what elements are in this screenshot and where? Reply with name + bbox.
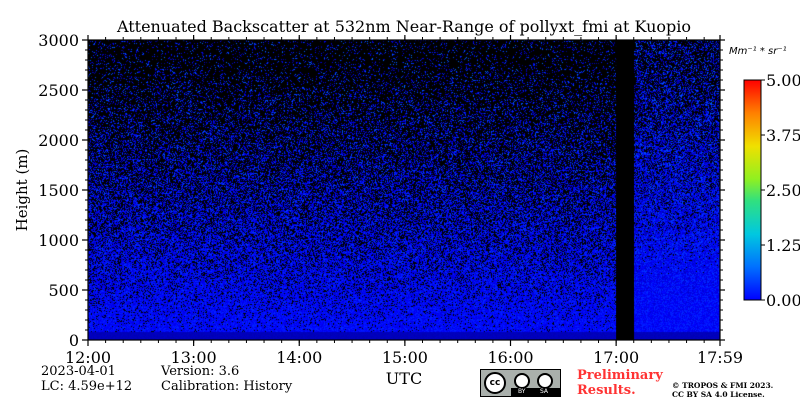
cc-license-badge: cc BY SA bbox=[480, 369, 561, 397]
y-tick-label: 2000 bbox=[38, 131, 79, 150]
y-axis-label: Height (m) bbox=[13, 148, 31, 232]
x-tick-label: 16:00 bbox=[487, 348, 533, 367]
share-alike-icon bbox=[537, 373, 553, 389]
y-tick-label: 500 bbox=[48, 281, 79, 300]
x-tick-label: 14:00 bbox=[276, 348, 322, 367]
results-text: Results. bbox=[577, 383, 636, 398]
colorbar-gradient bbox=[743, 79, 762, 301]
copyright-notice: © TROPOS & FMI 2023. CC BY SA 4.0 Licens… bbox=[672, 381, 773, 399]
cc-sa-label: SA bbox=[540, 388, 549, 395]
preliminary-results-notice: Preliminary Results. bbox=[577, 368, 663, 398]
y-tick-label: 2500 bbox=[38, 81, 79, 100]
y-tick-label: 1500 bbox=[38, 181, 79, 200]
colorbar-unit-label: Mm⁻¹ * sr⁻¹ bbox=[729, 46, 787, 57]
colorbar-tick-label: 1.25 bbox=[766, 236, 800, 255]
cc-by-label: BY bbox=[518, 388, 526, 395]
preliminary-text: Preliminary bbox=[577, 368, 663, 383]
measurement-date: 2023-04-01 bbox=[41, 364, 116, 379]
x-tick-label: 17:00 bbox=[593, 348, 639, 367]
calibration-text: Calibration: History bbox=[161, 379, 293, 394]
colorbar: 0.00 1.25 2.50 3.75 5.00 bbox=[743, 71, 800, 310]
y-tick-label: 3000 bbox=[38, 31, 79, 50]
backscatter-heatmap bbox=[88, 40, 720, 340]
x-tick-label: 17:59 bbox=[697, 348, 743, 367]
colorbar-tick-label: 5.00 bbox=[766, 71, 800, 90]
copyright-line-1: © TROPOS & FMI 2023. bbox=[672, 381, 774, 390]
x-tick-label: 15:00 bbox=[382, 348, 428, 367]
colorbar-tick-label: 0.00 bbox=[766, 291, 800, 310]
x-axis-label: UTC bbox=[385, 369, 423, 388]
no-data-band bbox=[616, 40, 634, 340]
y-tick-label: 1000 bbox=[38, 231, 79, 250]
x-axis: 12:00 13:00 14:00 15:00 16:00 17:00 17:59 bbox=[65, 35, 743, 367]
version-text: Version: 3.6 bbox=[161, 364, 240, 379]
y-tick-label: 0 bbox=[69, 331, 79, 350]
x-tick-label: 12:00 bbox=[65, 348, 111, 367]
cc-icon: cc bbox=[484, 372, 506, 394]
copyright-line-2: CC BY SA 4.0 License. bbox=[672, 390, 765, 399]
attribution-icon bbox=[514, 373, 530, 389]
x-tick-label: 13:00 bbox=[171, 348, 217, 367]
y-axis: 0 500 1000 1500 2000 2500 3000 bbox=[38, 31, 725, 350]
colorbar-tick-label: 2.50 bbox=[766, 181, 800, 200]
plot-area bbox=[87, 39, 721, 341]
chart-title: Attenuated Backscatter at 532nm Near-Ran… bbox=[116, 17, 692, 36]
lidar-constant: LC: 4.59e+12 bbox=[41, 379, 133, 394]
colorbar-tick-label: 3.75 bbox=[766, 126, 800, 145]
